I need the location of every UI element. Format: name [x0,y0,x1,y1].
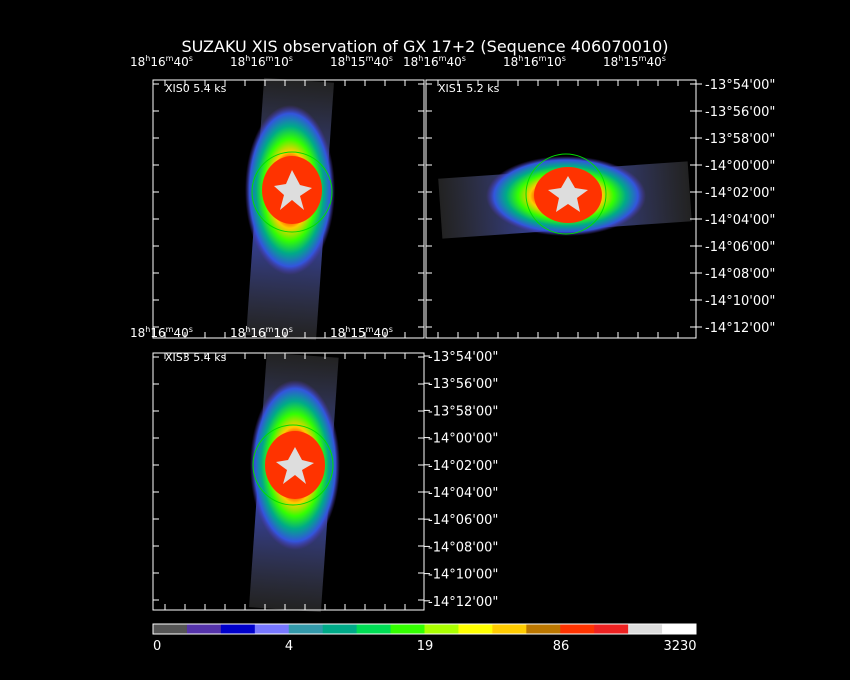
dec-tick-label: -13°54'00" [428,350,498,365]
panel-frame [152,352,425,611]
dec-tick-label: -14°00'00" [705,159,775,174]
colorbar-segment [254,624,290,634]
dec-tick-label: -14°04'00" [428,486,498,501]
ra-tick-label: 18h15m40s [330,325,393,340]
image-xis1 [438,153,692,239]
dec-tick-label: -13°54'00" [705,78,775,93]
panel-frame [152,79,425,339]
colorbar-segment [186,624,222,634]
title: SUZAKU XIS observation of GX 17+2 (Seque… [181,37,668,56]
image-xis0 [245,77,335,341]
dec-tick-label: -14°10'00" [428,568,498,583]
ra-tick-label: 18h16m10s [230,54,293,69]
dec-tick-label: -14°02'00" [428,459,498,474]
colorbar-label: 4 [285,639,293,654]
colorbar-segment [662,624,697,634]
panel-label: XIS3 5.4 ks [165,351,227,364]
colorbar-segment [526,624,561,634]
colorbar-segment [458,624,493,634]
colorbar-segment [288,624,324,634]
colorbar-label: 19 [417,639,434,654]
colorbar-segment [153,624,188,634]
colorbar-segment [560,624,595,634]
dec-tick-label: -14°10'00" [705,294,775,309]
panel-frame [425,79,697,339]
colorbar-segment [492,624,527,634]
colorbar-segment [220,624,256,634]
panel-label: XIS1 5.2 ks [438,82,500,95]
dec-tick-label: -14°08'00" [428,540,498,555]
ra-tick-label: 18h15m40s [330,54,393,69]
colorbar-segment [356,624,392,634]
image-xis3 [249,352,340,613]
dec-tick-label: -14°04'00" [705,213,775,228]
ra-tick-label: 18h16m10s [503,54,566,69]
ra-tick-label: 18h16m40s [130,325,193,340]
dec-tick-label: -13°56'00" [705,105,775,120]
colorbar-segment [424,624,459,634]
colorbar-label: 86 [553,639,570,654]
colorbar-frame [152,623,697,635]
colorbar-segment [322,624,358,634]
dec-tick-label: -14°00'00" [428,432,498,447]
colorbar-label: 0 [153,639,161,654]
colorbar-segment [594,624,629,634]
ra-tick-label: 18h16m10s [230,325,293,340]
colorbar-label: 3230 [663,639,696,654]
dec-tick-label: -14°06'00" [705,240,775,255]
dec-tick-label: -13°58'00" [428,404,498,419]
dec-tick-label: -14°06'00" [428,513,498,528]
ra-tick-label: 18h16m40s [130,54,193,69]
dec-tick-label: -13°56'00" [428,377,498,392]
dec-tick-label: -14°12'00" [428,595,498,610]
dec-tick-label: -14°02'00" [705,186,775,201]
colorbar-segment [628,624,663,634]
dec-tick-label: -13°58'00" [705,132,775,147]
panel-label: XIS0 5.4 ks [165,82,227,95]
colorbar-segment [390,624,425,634]
dec-tick-label: -14°08'00" [705,267,775,282]
dec-tick-label: -14°12'00" [705,321,775,336]
ra-tick-label: 18h16m40s [403,54,466,69]
ra-tick-label: 18h15m40s [603,54,666,69]
